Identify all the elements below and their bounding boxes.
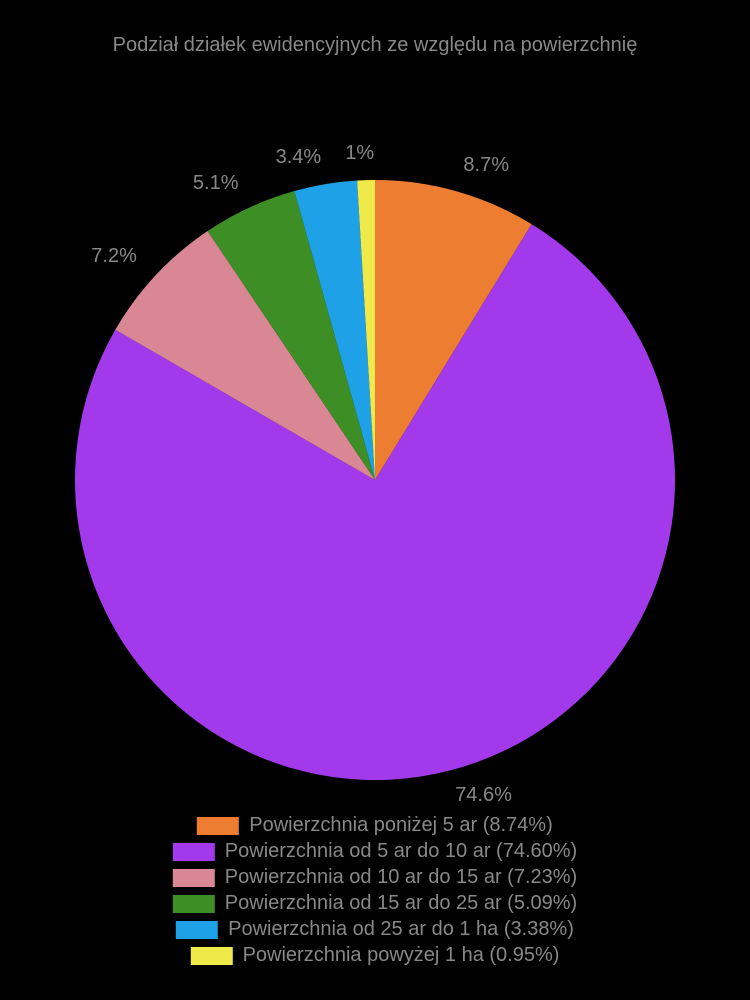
legend-label: Powierzchnia od 5 ar do 10 ar (74.60%): [225, 840, 577, 863]
chart-title: Podział działek ewidencyjnych ze względu…: [0, 0, 750, 57]
slice-label: 74.6%: [455, 784, 512, 807]
slice-label: 5.1%: [193, 172, 239, 195]
slice-label: 3.4%: [276, 146, 322, 169]
legend-item: Powierzchnia od 15 ar do 25 ar (5.09%): [173, 892, 577, 915]
slice-label: 8.7%: [463, 154, 509, 177]
legend-swatch: [191, 947, 233, 965]
pie-chart: 8.7%74.6%7.2%5.1%3.4%1%: [25, 80, 725, 780]
legend-item: Powierzchnia od 10 ar do 15 ar (7.23%): [173, 866, 577, 889]
legend-swatch: [173, 869, 215, 887]
legend-item: Powierzchnia powyżej 1 ha (0.95%): [173, 944, 577, 967]
legend-item: Powierzchnia od 25 ar do 1 ha (3.38%): [173, 918, 577, 941]
legend-item: Powierzchnia poniżej 5 ar (8.74%): [173, 814, 577, 837]
slice-label: 7.2%: [91, 245, 137, 268]
legend-label: Powierzchnia od 25 ar do 1 ha (3.38%): [228, 918, 574, 941]
pie-svg: [25, 80, 725, 780]
legend-label: Powierzchnia od 10 ar do 15 ar (7.23%): [225, 866, 577, 889]
legend-item: Powierzchnia od 5 ar do 10 ar (74.60%): [173, 840, 577, 863]
legend-swatch: [197, 817, 239, 835]
legend-label: Powierzchnia poniżej 5 ar (8.74%): [249, 814, 553, 837]
legend: Powierzchnia poniżej 5 ar (8.74%) Powierz…: [173, 811, 577, 970]
legend-swatch: [173, 895, 215, 913]
legend-swatch: [176, 921, 218, 939]
slice-label: 1%: [345, 142, 374, 165]
legend-label: Powierzchnia od 15 ar do 25 ar (5.09%): [225, 892, 577, 915]
legend-swatch: [173, 843, 215, 861]
legend-label: Powierzchnia powyżej 1 ha (0.95%): [243, 944, 560, 967]
